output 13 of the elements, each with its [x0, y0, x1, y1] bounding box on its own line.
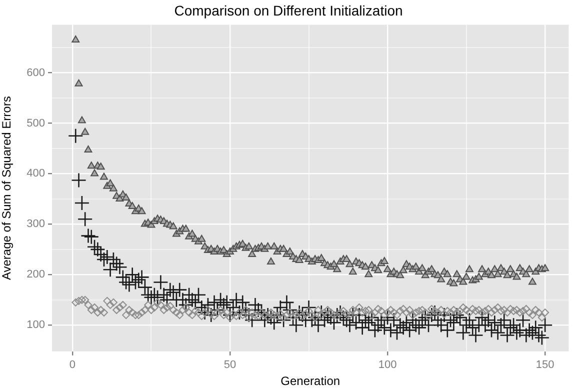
x-tick-label: 50 [224, 359, 236, 372]
y-tick-label: 500 [26, 117, 45, 130]
y-tick-label: 600 [26, 66, 45, 79]
x-tick-label: 150 [536, 359, 554, 372]
x-tick-label: 100 [378, 359, 397, 372]
y-tick-label: 200 [26, 268, 45, 281]
y-tick-label: 400 [26, 168, 45, 180]
x-tick-label: 0 [69, 359, 76, 372]
y-tick-label: 100 [26, 319, 45, 332]
y-axis-title: Average of Sum of Squared Errors [0, 96, 14, 280]
x-axis-title: Generation [280, 374, 340, 388]
y-tick-label: 300 [26, 218, 45, 230]
chart-title: Comparison on Different Initialization [174, 2, 403, 18]
